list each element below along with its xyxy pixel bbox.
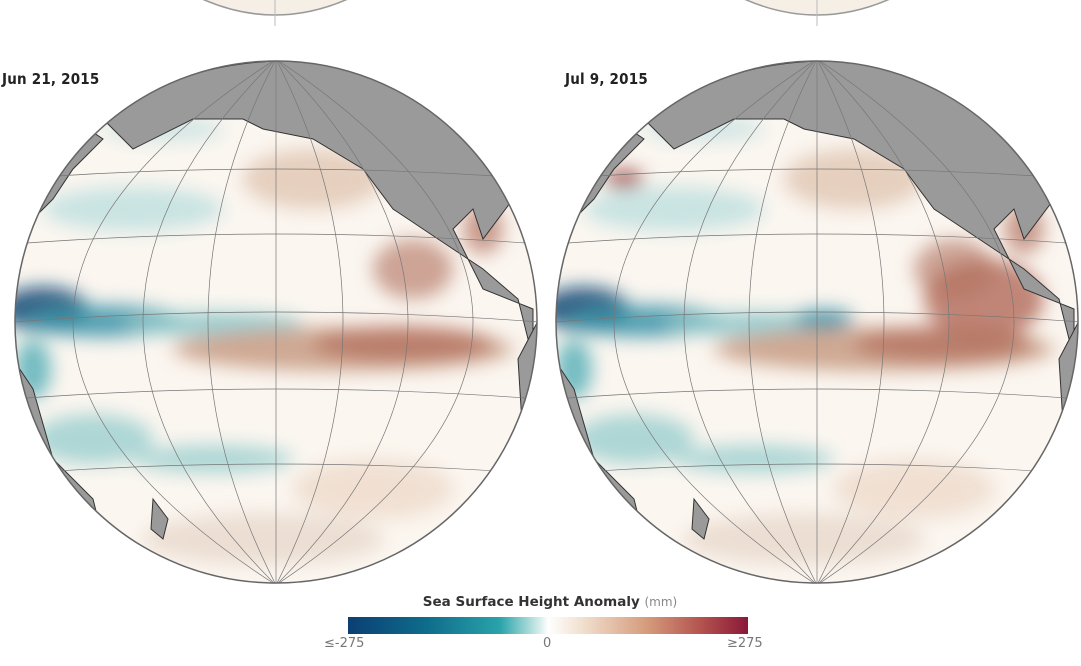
anomaly-patch bbox=[574, 414, 694, 464]
panel-date-label: Jul 9, 2015 bbox=[565, 70, 648, 88]
globe-outline bbox=[14, 60, 538, 584]
anomaly-patch bbox=[33, 414, 153, 464]
anomaly-patch bbox=[674, 445, 834, 473]
land-new-zealand bbox=[691, 497, 710, 540]
graticule-meridian bbox=[816, 61, 950, 583]
graticule-meridian bbox=[613, 61, 818, 583]
graticule-meridian bbox=[816, 61, 1015, 583]
anomaly-patch bbox=[784, 149, 924, 209]
anomaly-patch bbox=[243, 149, 383, 209]
globe-map-jul-9 bbox=[555, 60, 1079, 584]
partial-globe-top-right bbox=[744, 0, 890, 26]
graticule-meridian bbox=[816, 61, 885, 583]
graticule-meridian bbox=[275, 61, 409, 583]
anomaly-patch bbox=[794, 309, 854, 329]
graticule-meridian bbox=[683, 61, 818, 583]
anomaly-patch bbox=[293, 459, 453, 519]
anomaly-field bbox=[15, 117, 513, 564]
anomaly-patch bbox=[834, 459, 994, 519]
anomaly-patch bbox=[313, 326, 493, 362]
anomaly-patch bbox=[684, 514, 924, 564]
land-new-zealand bbox=[150, 497, 169, 540]
globe-outline bbox=[555, 60, 1079, 584]
graticule-meridian bbox=[207, 61, 277, 583]
legend-min-label: ≤-275 bbox=[324, 636, 365, 651]
anomaly-patch bbox=[133, 445, 293, 473]
anomaly-patch bbox=[43, 187, 223, 231]
anomaly-patch bbox=[584, 187, 764, 231]
graticule-meridian bbox=[275, 61, 474, 583]
color-scale-bar bbox=[348, 617, 748, 634]
legend-title: Sea Surface Height Anomaly (mm) bbox=[422, 594, 678, 610]
legend-max-label: ≥275 bbox=[727, 636, 763, 651]
legend-mid-label: 0 bbox=[543, 636, 552, 651]
graticule-meridian bbox=[275, 61, 344, 583]
panel-date-label: Jun 21, 2015 bbox=[2, 70, 100, 88]
anomaly-patch bbox=[143, 514, 383, 564]
anomaly-patch bbox=[373, 239, 453, 299]
globe-map-jun-21 bbox=[14, 60, 538, 584]
partial-globe-top-left bbox=[202, 0, 348, 26]
graticule-meridian bbox=[142, 61, 277, 583]
graticule-meridian bbox=[72, 61, 277, 583]
graticule-meridian bbox=[748, 61, 818, 583]
